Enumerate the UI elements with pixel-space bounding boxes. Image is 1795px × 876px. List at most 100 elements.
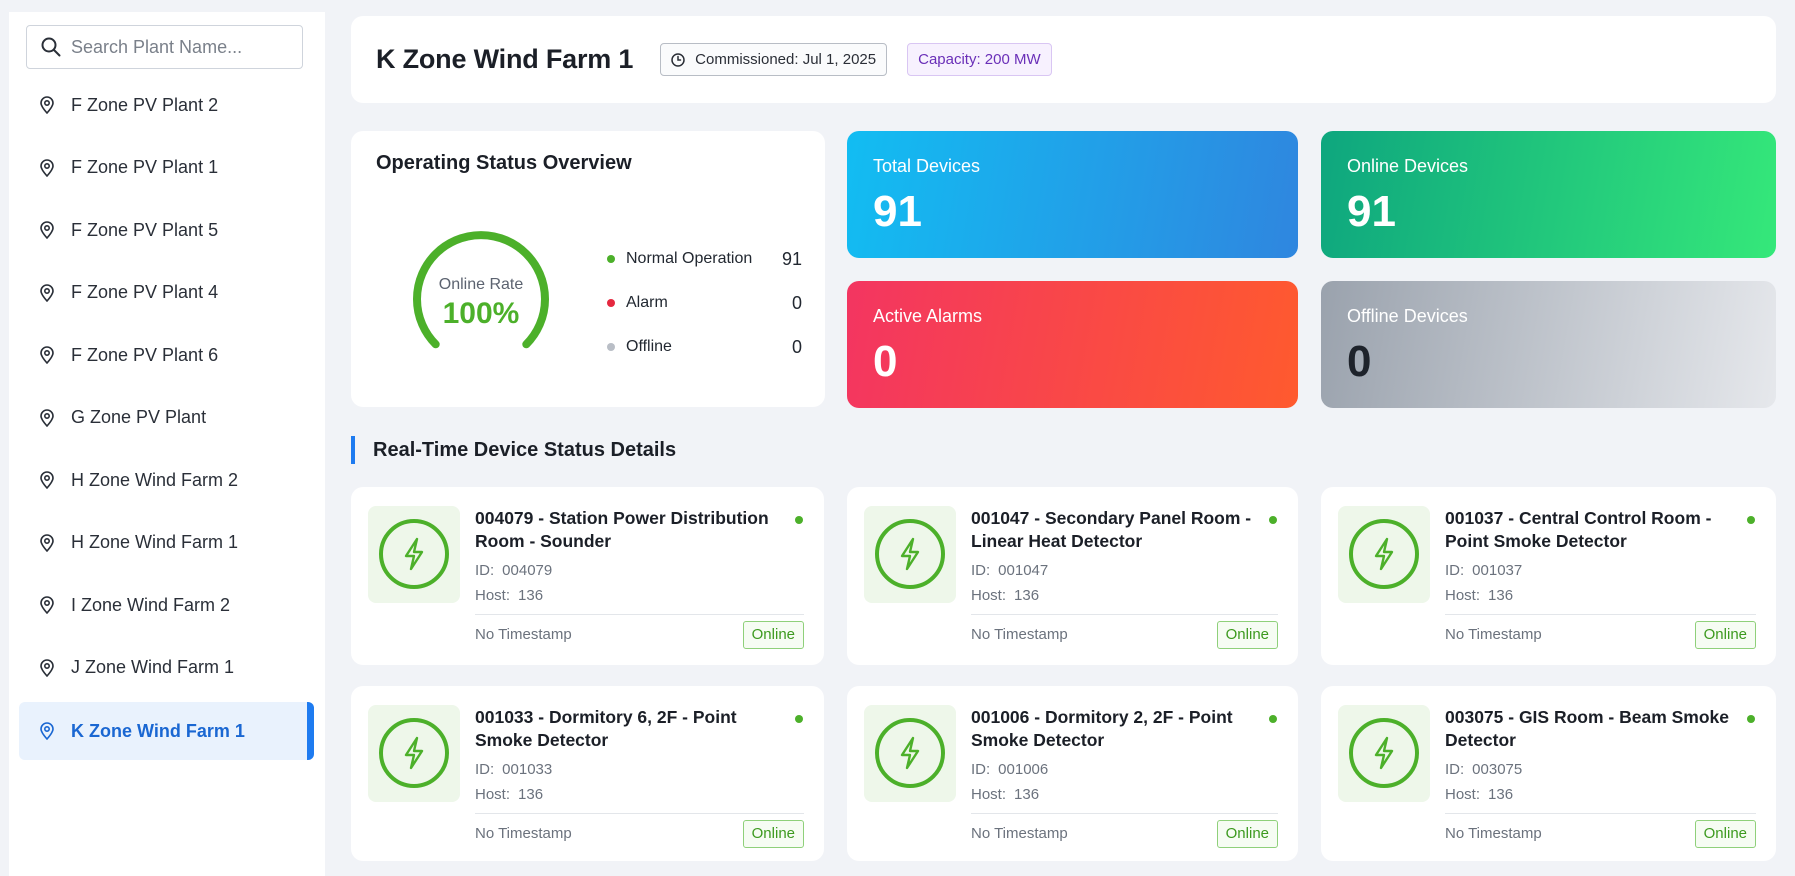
sidebar-item-h-zone-wind-farm-1[interactable]: H Zone Wind Farm 1 (9, 512, 325, 575)
device-host-value: 136 (518, 587, 544, 604)
lightning-bolt-icon (1349, 718, 1419, 788)
legend-count: 0 (791, 336, 802, 357)
commissioned-text: Commissioned: Jul 1, 2025 (695, 51, 877, 68)
device-name: 001006 - Dormitory 2, 2F - Point Smoke D… (971, 707, 1233, 750)
device-name: 004079 - Station Power Distribution Room… (475, 508, 769, 551)
location-pin-icon (40, 158, 54, 177)
status-dot-green (607, 255, 615, 263)
device-name: 001033 - Dormitory 6, 2F - Point Smoke D… (475, 707, 737, 750)
device-id-value: 003075 (1472, 761, 1523, 778)
status-dot-gray (607, 343, 615, 351)
sidebar-item-k-zone-wind-farm-1[interactable]: K Zone Wind Farm 1 (19, 702, 314, 760)
status-badge: Online (1694, 621, 1756, 649)
search-box[interactable] (26, 25, 303, 69)
sidebar-item-label: H Zone Wind Farm 1 (71, 532, 239, 553)
sidebar-item-f-zone-pv-plant-6[interactable]: F Zone PV Plant 6 (9, 324, 325, 387)
device-host-label: Host: (475, 786, 511, 803)
commissioned-tag: Commissioned: Jul 1, 2025 (660, 43, 888, 76)
status-dot (1747, 715, 1755, 723)
stat-label: Total Devices (873, 156, 981, 176)
device-host-value: 136 (518, 786, 544, 803)
divider (475, 813, 804, 814)
capacity-tag: Capacity: 200 MW (907, 43, 1052, 76)
device-card[interactable]: 001033 - Dormitory 6, 2F - Point Smoke D… (351, 686, 824, 861)
sidebar-item-label: G Zone PV Plant (71, 407, 207, 428)
status-badge: Online (742, 621, 804, 649)
device-card[interactable]: 001006 - Dormitory 2, 2F - Point Smoke D… (847, 686, 1298, 861)
sidebar-item-f-zone-pv-plant-2[interactable]: F Zone PV Plant 2 (9, 74, 325, 137)
device-card[interactable]: 001047 - Secondary Panel Room - Linear H… (847, 487, 1298, 665)
status-badge: Online (742, 820, 804, 848)
gauge-arc (413, 231, 549, 349)
device-id-value: 001037 (1472, 562, 1523, 579)
device-host-value: 136 (1488, 587, 1514, 604)
sidebar-item-f-zone-pv-plant-4[interactable]: F Zone PV Plant 4 (9, 262, 325, 325)
sidebar-item-label: F Zone PV Plant 1 (71, 157, 219, 178)
sidebar-item-label: J Zone Wind Farm 1 (71, 657, 235, 678)
device-timestamp: No Timestamp (1445, 626, 1542, 643)
device-card[interactable]: 001037 - Central Control Room - Point Sm… (1321, 487, 1776, 665)
device-icon-tile (368, 506, 460, 603)
location-pin-icon (40, 283, 54, 302)
device-host-row: Host: 136 (475, 786, 543, 803)
sidebar-item-label: F Zone PV Plant 6 (71, 344, 219, 365)
device-timestamp: No Timestamp (971, 626, 1068, 643)
device-icon-tile (1338, 506, 1430, 603)
location-pin-icon (40, 221, 54, 240)
total-devices-card: Total Devices 91 (847, 131, 1298, 258)
location-pin-icon (40, 471, 54, 490)
divider (1445, 614, 1756, 615)
lightning-bolt-icon (875, 519, 945, 589)
device-host-row: Host: 136 (475, 587, 543, 604)
stat-label: Active Alarms (873, 306, 983, 326)
legend-label: Offline (626, 338, 672, 355)
sidebar-item-f-zone-pv-plant-1[interactable]: F Zone PV Plant 1 (9, 137, 325, 200)
overview-title: Operating Status Overview (376, 152, 632, 174)
device-host-row: Host: 136 (1445, 786, 1513, 803)
device-id-label: ID: (1445, 761, 1465, 778)
device-name: 003075 - GIS Room - Beam Smoke Detector (1445, 707, 1729, 750)
device-id-value: 001033 (502, 761, 553, 778)
legend-normal-operation: Normal Operation 91 (607, 237, 802, 281)
status-dot (1269, 516, 1277, 524)
device-id-row: ID: 001037 (1445, 562, 1522, 579)
location-pin-icon (40, 408, 54, 427)
sidebar-item-i-zone-wind-farm-2[interactable]: I Zone Wind Farm 2 (9, 574, 325, 637)
device-id-label: ID: (475, 562, 495, 579)
sidebar-item-h-zone-wind-farm-2[interactable]: H Zone Wind Farm 2 (9, 449, 325, 512)
sidebar-item-f-zone-pv-plant-5[interactable]: F Zone PV Plant 5 (9, 199, 325, 262)
device-host-label: Host: (971, 587, 1007, 604)
device-host-value: 136 (1014, 587, 1040, 604)
lightning-bolt-icon (379, 519, 449, 589)
device-host-label: Host: (971, 786, 1007, 803)
search-input[interactable] (71, 36, 291, 58)
lightning-bolt-icon (379, 718, 449, 788)
lightning-bolt-icon (875, 718, 945, 788)
sidebar-item-label: I Zone Wind Farm 2 (71, 594, 231, 615)
device-timestamp: No Timestamp (1445, 825, 1542, 842)
device-id-label: ID: (475, 761, 495, 778)
status-legend: Normal Operation 91 Alarm 0 Offline 0 (607, 237, 802, 369)
status-dot (1747, 516, 1755, 524)
device-card[interactable]: 003075 - GIS Room - Beam Smoke Detector … (1321, 686, 1776, 861)
device-id-label: ID: (1445, 562, 1465, 579)
device-host-label: Host: (475, 587, 511, 604)
sidebar-item-g-zone-pv-plant[interactable]: G Zone PV Plant (9, 387, 325, 450)
status-dot (1269, 715, 1277, 723)
search-icon (41, 37, 61, 57)
legend-count: 91 (781, 248, 802, 269)
legend-label: Normal Operation (626, 250, 753, 267)
device-icon-tile (864, 705, 956, 802)
stat-value: 0 (1347, 337, 1372, 386)
device-host-label: Host: (1445, 587, 1481, 604)
device-host-row: Host: 136 (971, 587, 1039, 604)
device-id-value: 001047 (998, 562, 1049, 579)
status-badge: Online (1216, 820, 1278, 848)
sidebar-item-j-zone-wind-farm-1[interactable]: J Zone Wind Farm 1 (9, 637, 325, 700)
plant-header: K Zone Wind Farm 1 Commissioned: Jul 1, … (351, 16, 1776, 103)
device-id-row: ID: 001033 (475, 761, 552, 778)
device-id-value: 001006 (998, 761, 1049, 778)
legend-alarm: Alarm 0 (607, 281, 802, 325)
device-card[interactable]: 004079 - Station Power Distribution Room… (351, 487, 824, 665)
operating-status-overview: Operating Status Overview Online Rate 10… (351, 131, 825, 407)
